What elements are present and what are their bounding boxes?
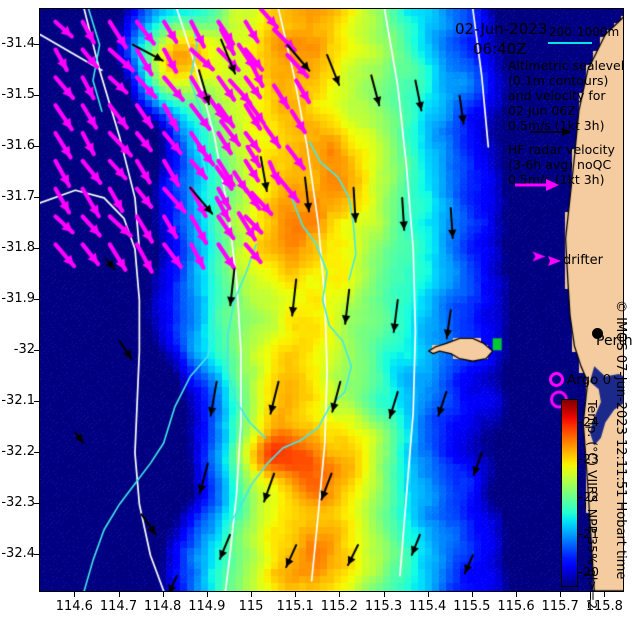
colorbar-tick-label-0: 20	[583, 563, 599, 579]
x-tick	[560, 592, 562, 597]
colorbar-tick	[578, 571, 582, 573]
y-tick-label-4: -31.8	[1, 239, 35, 255]
argo-marker-icon	[549, 372, 564, 387]
x-tick	[516, 592, 517, 597]
y-tick	[34, 452, 39, 454]
y-tick-label-2: -31.6	[1, 137, 35, 153]
x-tick	[74, 592, 76, 597]
x-tick	[295, 592, 297, 597]
x-tick	[339, 592, 341, 597]
legend-altimetry-arrow-icon	[530, 128, 572, 136]
y-tick	[34, 43, 39, 45]
title-time: 06:40Z	[473, 40, 527, 58]
legend-altimetry: Altimetric sealevel (0.1m contours) and …	[508, 58, 624, 133]
y-tick	[34, 145, 39, 147]
y-tick	[34, 196, 39, 198]
map-plot-area[interactable]	[39, 8, 624, 592]
x-tick	[206, 592, 208, 597]
x-tick-label-8: 115.4	[409, 599, 447, 614]
y-tick-label-7: -32.1	[1, 393, 35, 409]
colorbar-tick-label-3: 23	[583, 451, 599, 467]
x-tick-label-4: 115	[238, 599, 264, 614]
x-tick	[118, 592, 120, 597]
legend-altimetry-line-4: 0.5m/s (1kt 3h)	[508, 118, 605, 133]
copyright-text: © IMOS 07-Jun-2023 12:11:51 Hobart time	[613, 300, 628, 580]
x-tick-label-5: 115.1	[276, 599, 314, 614]
colorbar-tick-label-4: 24	[583, 413, 599, 429]
x-tick-label-6: 115.2	[320, 599, 358, 614]
perth-city-dot	[592, 328, 603, 339]
y-tick-label-5: -31.9	[1, 291, 35, 306]
x-tick	[251, 592, 252, 597]
y-tick-label-9: -32.3	[1, 495, 35, 511]
legend-altimetry-line-2: and velocity for	[508, 88, 606, 103]
legend-hfradar-line-2: 0.5m/s (1kt 3h)	[508, 172, 605, 187]
y-tick	[34, 350, 39, 352]
y-tick-label-0: -31.4	[1, 35, 35, 51]
y-tick	[34, 503, 39, 505]
y-tick	[34, 94, 39, 96]
x-tick-label-9: 115.5	[453, 599, 491, 614]
title-date: 02-Jun-2023	[455, 20, 548, 38]
x-tick-label-7: 115.3	[364, 599, 403, 614]
drifter-label: drifter	[563, 253, 603, 268]
x-tick-label-2: 114.8	[144, 599, 182, 614]
x-tick-label-12: 115.8	[585, 599, 623, 614]
x-tick	[162, 592, 164, 597]
colorbar-tick-label-1: 21	[583, 526, 599, 542]
x-tick	[427, 592, 429, 597]
legend-hfradar-line-0: HF radar velocity	[508, 142, 615, 157]
x-tick-label-1: 114.7	[99, 599, 138, 614]
y-tick	[34, 554, 39, 556]
perth-label: Perth	[596, 333, 633, 349]
y-tick-label-8: -32.2	[1, 444, 35, 460]
scalebar-line	[548, 42, 592, 44]
colorbar-tick	[578, 421, 582, 423]
x-tick-label-11: 115.7	[541, 599, 579, 614]
legend-altimetry-line-1: (0.1m contours)	[508, 73, 609, 88]
colorbar-tick	[578, 534, 582, 536]
y-tick-label-1: -31.5	[1, 86, 35, 102]
scalebar-label-200: 200	[549, 25, 572, 39]
map-overlay-vectors	[40, 9, 623, 591]
legend-altimetry-line-3: 02 Jun 06Z	[508, 103, 576, 118]
y-tick-label-10: -32.4	[1, 546, 35, 562]
colorbar-label: Temp. (°C) VIIRS_NPP 35% ql>=2	[585, 400, 600, 610]
y-tick	[34, 299, 39, 300]
y-tick	[34, 247, 39, 249]
colorbar-tick	[578, 496, 582, 498]
x-tick-label-0: 114.6	[55, 599, 93, 614]
colorbar-tick-label-2: 22	[583, 488, 599, 504]
drifter-marker-icon	[548, 256, 561, 266]
legend-altimetry-line-0: Altimetric sealevel	[508, 58, 625, 73]
y-tick-label-3: -31.7	[1, 188, 35, 204]
colorbar-tick	[578, 459, 582, 461]
colorbar	[561, 399, 578, 587]
x-tick	[604, 592, 606, 597]
scalebar-label-1000m: 1000m	[577, 25, 620, 39]
x-tick-label-3: 114.9	[188, 599, 226, 614]
y-tick	[34, 401, 39, 403]
argo-label: Argo 0	[567, 372, 612, 388]
x-tick-label-10: 115.6	[497, 599, 535, 614]
y-tick-label-6: -32	[13, 342, 35, 358]
legend-hfradar-arrow-icon	[515, 179, 559, 191]
x-tick	[383, 592, 385, 597]
x-tick	[471, 592, 473, 597]
legend-hfradar-line-1: (3-6h avg) noQC	[508, 157, 612, 172]
legend-hfradar: HF radar velocity (3-6h avg) noQC 0.5m/s…	[508, 142, 615, 187]
